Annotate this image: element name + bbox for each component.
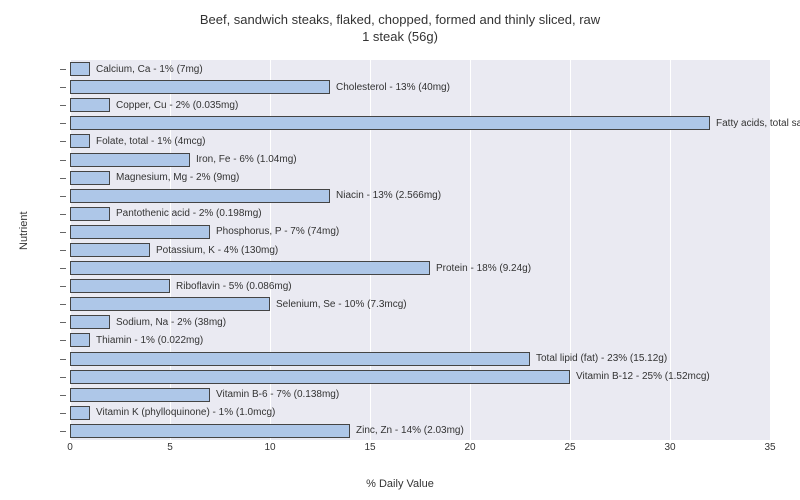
bar-row: Selenium, Se - 10% (7.3mcg) [70,297,407,311]
bar-row: Total lipid (fat) - 23% (15.12g) [70,352,667,366]
y-tick [60,377,66,378]
bar-row: Vitamin B-12 - 25% (1.52mcg) [70,370,710,384]
bar-label: Copper, Cu - 2% (0.035mg) [116,100,238,111]
bar-label: Vitamin K (phylloquinone) - 1% (1.0mcg) [96,407,275,418]
bar-label: Niacin - 13% (2.566mg) [336,190,441,201]
bar-label: Protein - 18% (9.24g) [436,263,531,274]
nutrient-bar [70,243,150,257]
bar-label: Cholesterol - 13% (40mg) [336,82,450,93]
nutrient-bar [70,171,110,185]
bar-row: Phosphorus, P - 7% (74mg) [70,225,339,239]
bar-label: Zinc, Zn - 14% (2.03mg) [356,425,464,436]
y-tick [60,286,66,287]
y-tick [60,123,66,124]
x-tick-label: 25 [564,442,575,453]
nutrient-bar [70,189,330,203]
y-tick [60,178,66,179]
y-tick [60,268,66,269]
bar-row: Zinc, Zn - 14% (2.03mg) [70,424,464,438]
nutrient-bar [70,207,110,221]
bar-row: Folate, total - 1% (4mcg) [70,134,205,148]
x-axis-label: % Daily Value [0,478,800,490]
x-tick-label: 0 [67,442,73,453]
bar-row: Pantothenic acid - 2% (0.198mg) [70,207,262,221]
nutrient-bar [70,261,430,275]
nutrient-bar [70,388,210,402]
nutrient-bar [70,333,90,347]
y-tick [60,395,66,396]
x-tick-label: 10 [264,442,275,453]
bar-label: Phosphorus, P - 7% (74mg) [216,226,339,237]
chart-title: Beef, sandwich steaks, flaked, chopped, … [0,0,800,46]
bar-label: Folate, total - 1% (4mcg) [96,136,205,147]
y-tick [60,340,66,341]
nutrient-bar [70,279,170,293]
nutrient-bar [70,153,190,167]
y-tick [60,141,66,142]
bar-label: Iron, Fe - 6% (1.04mg) [196,154,297,165]
bar-label: Selenium, Se - 10% (7.3mcg) [276,299,407,310]
nutrient-bar [70,370,570,384]
nutrient-bar [70,315,110,329]
y-tick [60,232,66,233]
y-tick [60,196,66,197]
bar-row: Iron, Fe - 6% (1.04mg) [70,153,297,167]
y-tick [60,69,66,70]
x-tick-label: 35 [764,442,775,453]
y-tick [60,431,66,432]
bar-label: Vitamin B-6 - 7% (0.138mg) [216,389,339,400]
bar-row: Protein - 18% (9.24g) [70,261,531,275]
bar-label: Pantothenic acid - 2% (0.198mg) [116,208,262,219]
nutrient-bar [70,80,330,94]
y-tick [60,322,66,323]
bar-label: Calcium, Ca - 1% (7mg) [96,64,203,75]
bar-row: Fatty acids, total saturated - 32% (6.46… [70,116,800,130]
bar-label: Thiamin - 1% (0.022mg) [96,335,203,346]
bar-row: Thiamin - 1% (0.022mg) [70,333,203,347]
nutrient-bar [70,297,270,311]
bar-label: Sodium, Na - 2% (38mg) [116,317,226,328]
y-tick [60,105,66,106]
bar-label: Total lipid (fat) - 23% (15.12g) [536,353,667,364]
bar-row: Vitamin K (phylloquinone) - 1% (1.0mcg) [70,406,275,420]
nutrient-bar [70,134,90,148]
nutrient-bar [70,62,90,76]
y-tick [60,359,66,360]
y-tick [60,214,66,215]
bar-label: Magnesium, Mg - 2% (9mg) [116,172,239,183]
bar-row: Niacin - 13% (2.566mg) [70,189,441,203]
y-tick [60,87,66,88]
nutrient-bar [70,352,530,366]
x-tick-label: 5 [167,442,173,453]
bar-label: Vitamin B-12 - 25% (1.52mcg) [576,371,710,382]
bar-row: Magnesium, Mg - 2% (9mg) [70,171,239,185]
title-line-2: 1 steak (56g) [362,29,438,44]
bar-label: Potassium, K - 4% (130mg) [156,245,278,256]
title-line-1: Beef, sandwich steaks, flaked, chopped, … [200,12,600,27]
bar-row: Potassium, K - 4% (130mg) [70,243,278,257]
bar-row: Vitamin B-6 - 7% (0.138mg) [70,388,339,402]
nutrient-bar [70,225,210,239]
nutrient-bar [70,424,350,438]
bar-row: Riboflavin - 5% (0.086mg) [70,279,292,293]
bar-row: Copper, Cu - 2% (0.035mg) [70,98,238,112]
x-tick-label: 30 [664,442,675,453]
y-tick [60,160,66,161]
x-tick-label: 20 [464,442,475,453]
y-tick [60,250,66,251]
y-axis-label: Nutrient [18,211,30,250]
bar-label: Fatty acids, total saturated - 32% (6.46… [716,118,800,129]
bar-row: Cholesterol - 13% (40mg) [70,80,450,94]
nutrient-bar [70,406,90,420]
bar-row: Sodium, Na - 2% (38mg) [70,315,226,329]
nutrient-bar [70,116,710,130]
nutrient-bar [70,98,110,112]
nutrient-chart: Beef, sandwich steaks, flaked, chopped, … [0,0,800,500]
bar-label: Riboflavin - 5% (0.086mg) [176,281,292,292]
bar-row: Calcium, Ca - 1% (7mg) [70,62,203,76]
y-tick [60,304,66,305]
x-tick-label: 15 [364,442,375,453]
y-tick [60,413,66,414]
plot-area: Calcium, Ca - 1% (7mg) Cholesterol - 13% … [70,60,770,440]
